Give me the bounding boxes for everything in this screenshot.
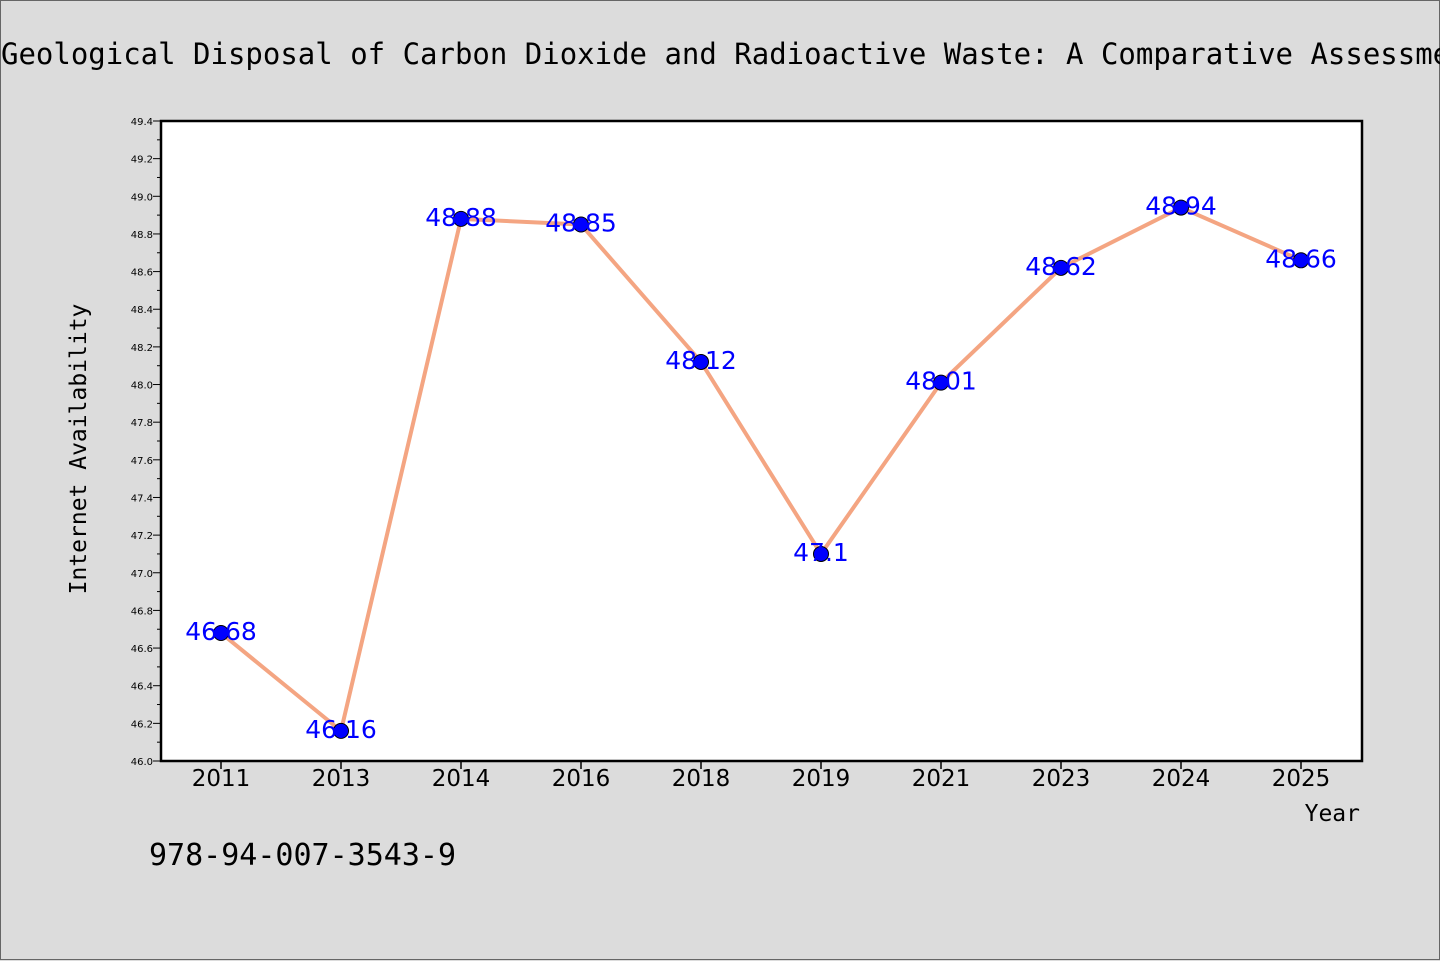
- y-tick-label: 49.4: [131, 117, 153, 128]
- data-point: [1173, 199, 1189, 216]
- data-point: [933, 374, 949, 391]
- y-tick-label: 47.6: [131, 456, 153, 467]
- data-label: 48.01: [905, 367, 977, 396]
- y-axis-label: Internet Availability: [66, 304, 92, 595]
- x-axis: 2011 2013 2014 2016 2018 2019 2021 2023 2024 2025: [192, 761, 1331, 792]
- y-tick-label: 49.0: [131, 192, 153, 203]
- y-tick-label: 48.6: [131, 268, 153, 279]
- x-tick-label: 2023: [1032, 766, 1091, 792]
- y-tick-label: 47.0: [131, 569, 153, 580]
- data-point: [693, 353, 709, 370]
- data-point: [453, 210, 469, 227]
- x-tick-label: 2013: [312, 766, 371, 792]
- data-label: 48.12: [665, 346, 737, 375]
- x-tick-label: 2019: [792, 766, 851, 792]
- data-label: 48.94: [1145, 192, 1217, 221]
- data-point: [1293, 252, 1309, 269]
- x-tick-label: 2024: [1152, 766, 1211, 792]
- series-markers: [213, 199, 1309, 739]
- y-tick-label: 46.2: [131, 719, 153, 730]
- plot-area: [159, 119, 1364, 763]
- x-tick-label: 2018: [672, 766, 731, 792]
- y-tick-label: 46.6: [131, 644, 153, 655]
- data-label: 48.62: [1025, 252, 1097, 281]
- data-label: 48.85: [545, 209, 617, 238]
- data-label: 46.68: [185, 617, 257, 646]
- x-axis-label: Year: [1305, 801, 1360, 827]
- x-tick-label: 2021: [912, 766, 971, 792]
- isbn-text: 978-94-007-3543-9: [149, 838, 456, 873]
- y-tick-label: 46.4: [131, 682, 153, 693]
- data-label: 48.88: [425, 203, 497, 232]
- data-label: 46.16: [305, 715, 377, 744]
- chart-title: Geological Disposal of Carbon Dioxide an…: [1, 37, 1440, 71]
- data-point: [1053, 259, 1069, 276]
- data-point: [213, 625, 229, 641]
- y-tick-label: 48.2: [131, 343, 153, 354]
- y-tick-label: 46.8: [131, 606, 153, 617]
- series-line: [219, 205, 1302, 733]
- x-tick-label: 2014: [432, 766, 491, 792]
- data-point: [813, 545, 829, 562]
- y-tick-label: 49.2: [131, 155, 153, 166]
- y-tick-label: 46.0: [131, 757, 153, 768]
- x-tick-label: 2025: [1272, 766, 1331, 792]
- y-tick-label: 47.4: [131, 493, 153, 504]
- x-tick-label: 2016: [552, 766, 611, 792]
- y-tick-label: 48.4: [131, 305, 153, 316]
- data-labels: 46.68 46.16 48.88 48.85 48.12 47.1 48.01 48.62 4…: [185, 192, 1337, 744]
- y-tick-label: 48.8: [131, 230, 153, 241]
- data-label: 48.66: [1265, 244, 1337, 273]
- data-point: [573, 216, 589, 233]
- data-label: 47.1: [793, 538, 849, 567]
- y-tick-label: 47.8: [131, 418, 153, 429]
- data-point: [333, 722, 349, 739]
- y-axis: 46.0 46.2 46.4 46.6 46.8 47.0 47.2 47.4 47.6 47.8…: [131, 117, 161, 768]
- y-tick-label: 47.2: [131, 531, 153, 542]
- x-tick-label: 2011: [192, 766, 251, 792]
- y-tick-label: 48.0: [131, 381, 153, 392]
